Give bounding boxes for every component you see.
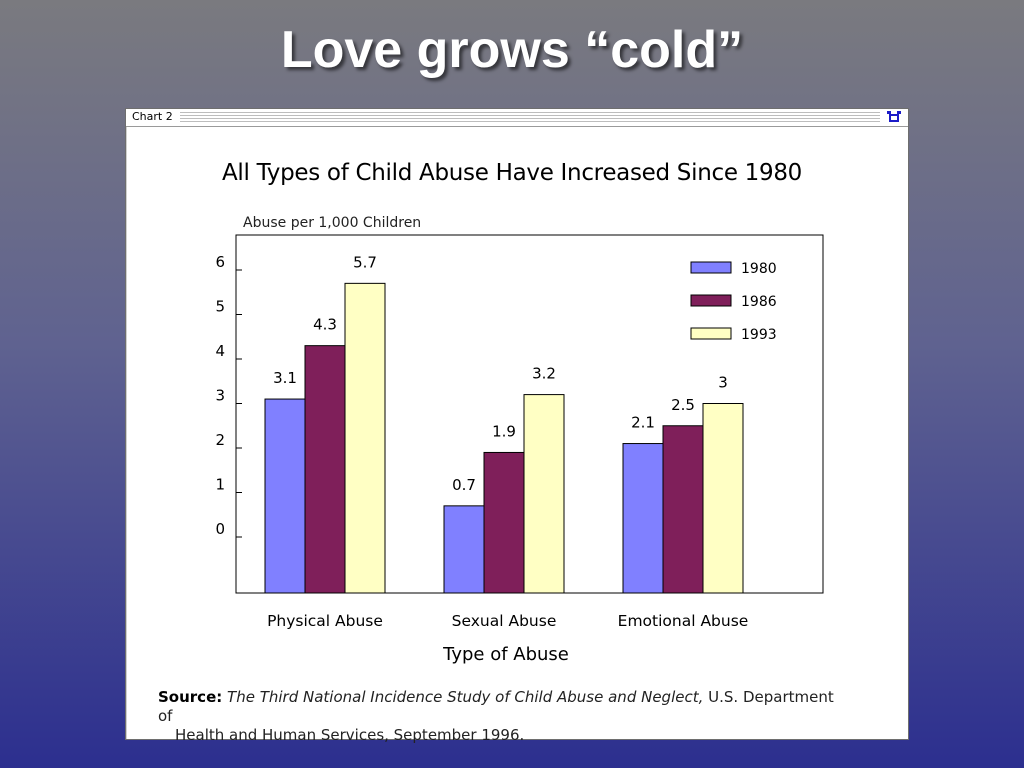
source-publisher: U.S. Department of [158, 688, 834, 725]
y-tick-label: 5 [215, 298, 225, 316]
y-tick-label: 1 [215, 476, 225, 494]
data-label: 0.7 [452, 476, 476, 494]
legend-label: 1993 [741, 327, 777, 343]
bar-1993 [344, 282, 386, 594]
window-titlebar[interactable]: Chart 2 [126, 109, 908, 127]
bar-1993 [702, 403, 744, 594]
bar-1986 [304, 345, 346, 594]
source-publisher-date: Health and Human Services, September 199… [175, 726, 525, 744]
y-tick-label: 2 [215, 431, 225, 449]
data-label: 2.1 [631, 414, 655, 432]
data-label: 4.3 [313, 316, 337, 334]
bars [264, 282, 744, 594]
y-tick-label: 0 [215, 520, 225, 538]
data-label: 1.9 [492, 422, 516, 440]
data-label: 3 [718, 374, 728, 392]
legend-swatch [690, 261, 732, 274]
slide-title: Love grows “cold” [280, 21, 744, 79]
value-labels: 3.1 4.3 5.7 0.7 1.9 3.2 2.1 2.5 3 [273, 253, 728, 494]
bar-1986 [662, 425, 704, 594]
bar-1980 [622, 443, 664, 594]
data-label: 3.2 [532, 365, 556, 383]
window-title: Chart 2 [132, 110, 173, 123]
legend-swatch [690, 294, 732, 307]
bar-1980 [443, 505, 485, 594]
data-label: 2.5 [671, 396, 695, 414]
x-axis-title: Type of Abuse [443, 644, 569, 665]
restore-icon[interactable] [887, 111, 901, 124]
x-tick-label: Sexual Abuse [452, 612, 557, 630]
bar-1986 [483, 451, 525, 594]
y-tick-label: 6 [215, 253, 225, 271]
x-axis: Physical Abuse Sexual Abuse Emotional Abus… [267, 612, 748, 630]
legend-label: 1986 [741, 294, 777, 310]
bar-1993 [523, 394, 565, 594]
legend: 1980 1986 1993 [690, 261, 777, 343]
x-tick-label: Emotional Abuse [618, 612, 749, 630]
chart-title: All Types of Child Abuse Have Increased … [221, 160, 803, 186]
source-note: Source: The Third National Incidence Stu… [158, 688, 848, 745]
chart-window: Chart 2 [125, 108, 909, 740]
y-axis: 0 1 2 3 4 5 6 [215, 253, 242, 538]
data-label: 5.7 [353, 253, 377, 271]
legend-swatch [690, 327, 732, 340]
data-label: 3.1 [273, 369, 297, 387]
x-tick-label: Physical Abuse [267, 612, 383, 630]
y-axis-label: Abuse per 1,000 Children [243, 215, 422, 231]
source-label: Source: [158, 688, 223, 706]
bar-1980 [264, 398, 306, 594]
titlebar-grip [180, 112, 880, 122]
source-study-title: The Third National Incidence Study of Ch… [227, 688, 704, 706]
y-tick-label: 3 [215, 387, 225, 405]
y-tick-label: 4 [215, 342, 225, 360]
legend-label: 1980 [741, 261, 777, 277]
